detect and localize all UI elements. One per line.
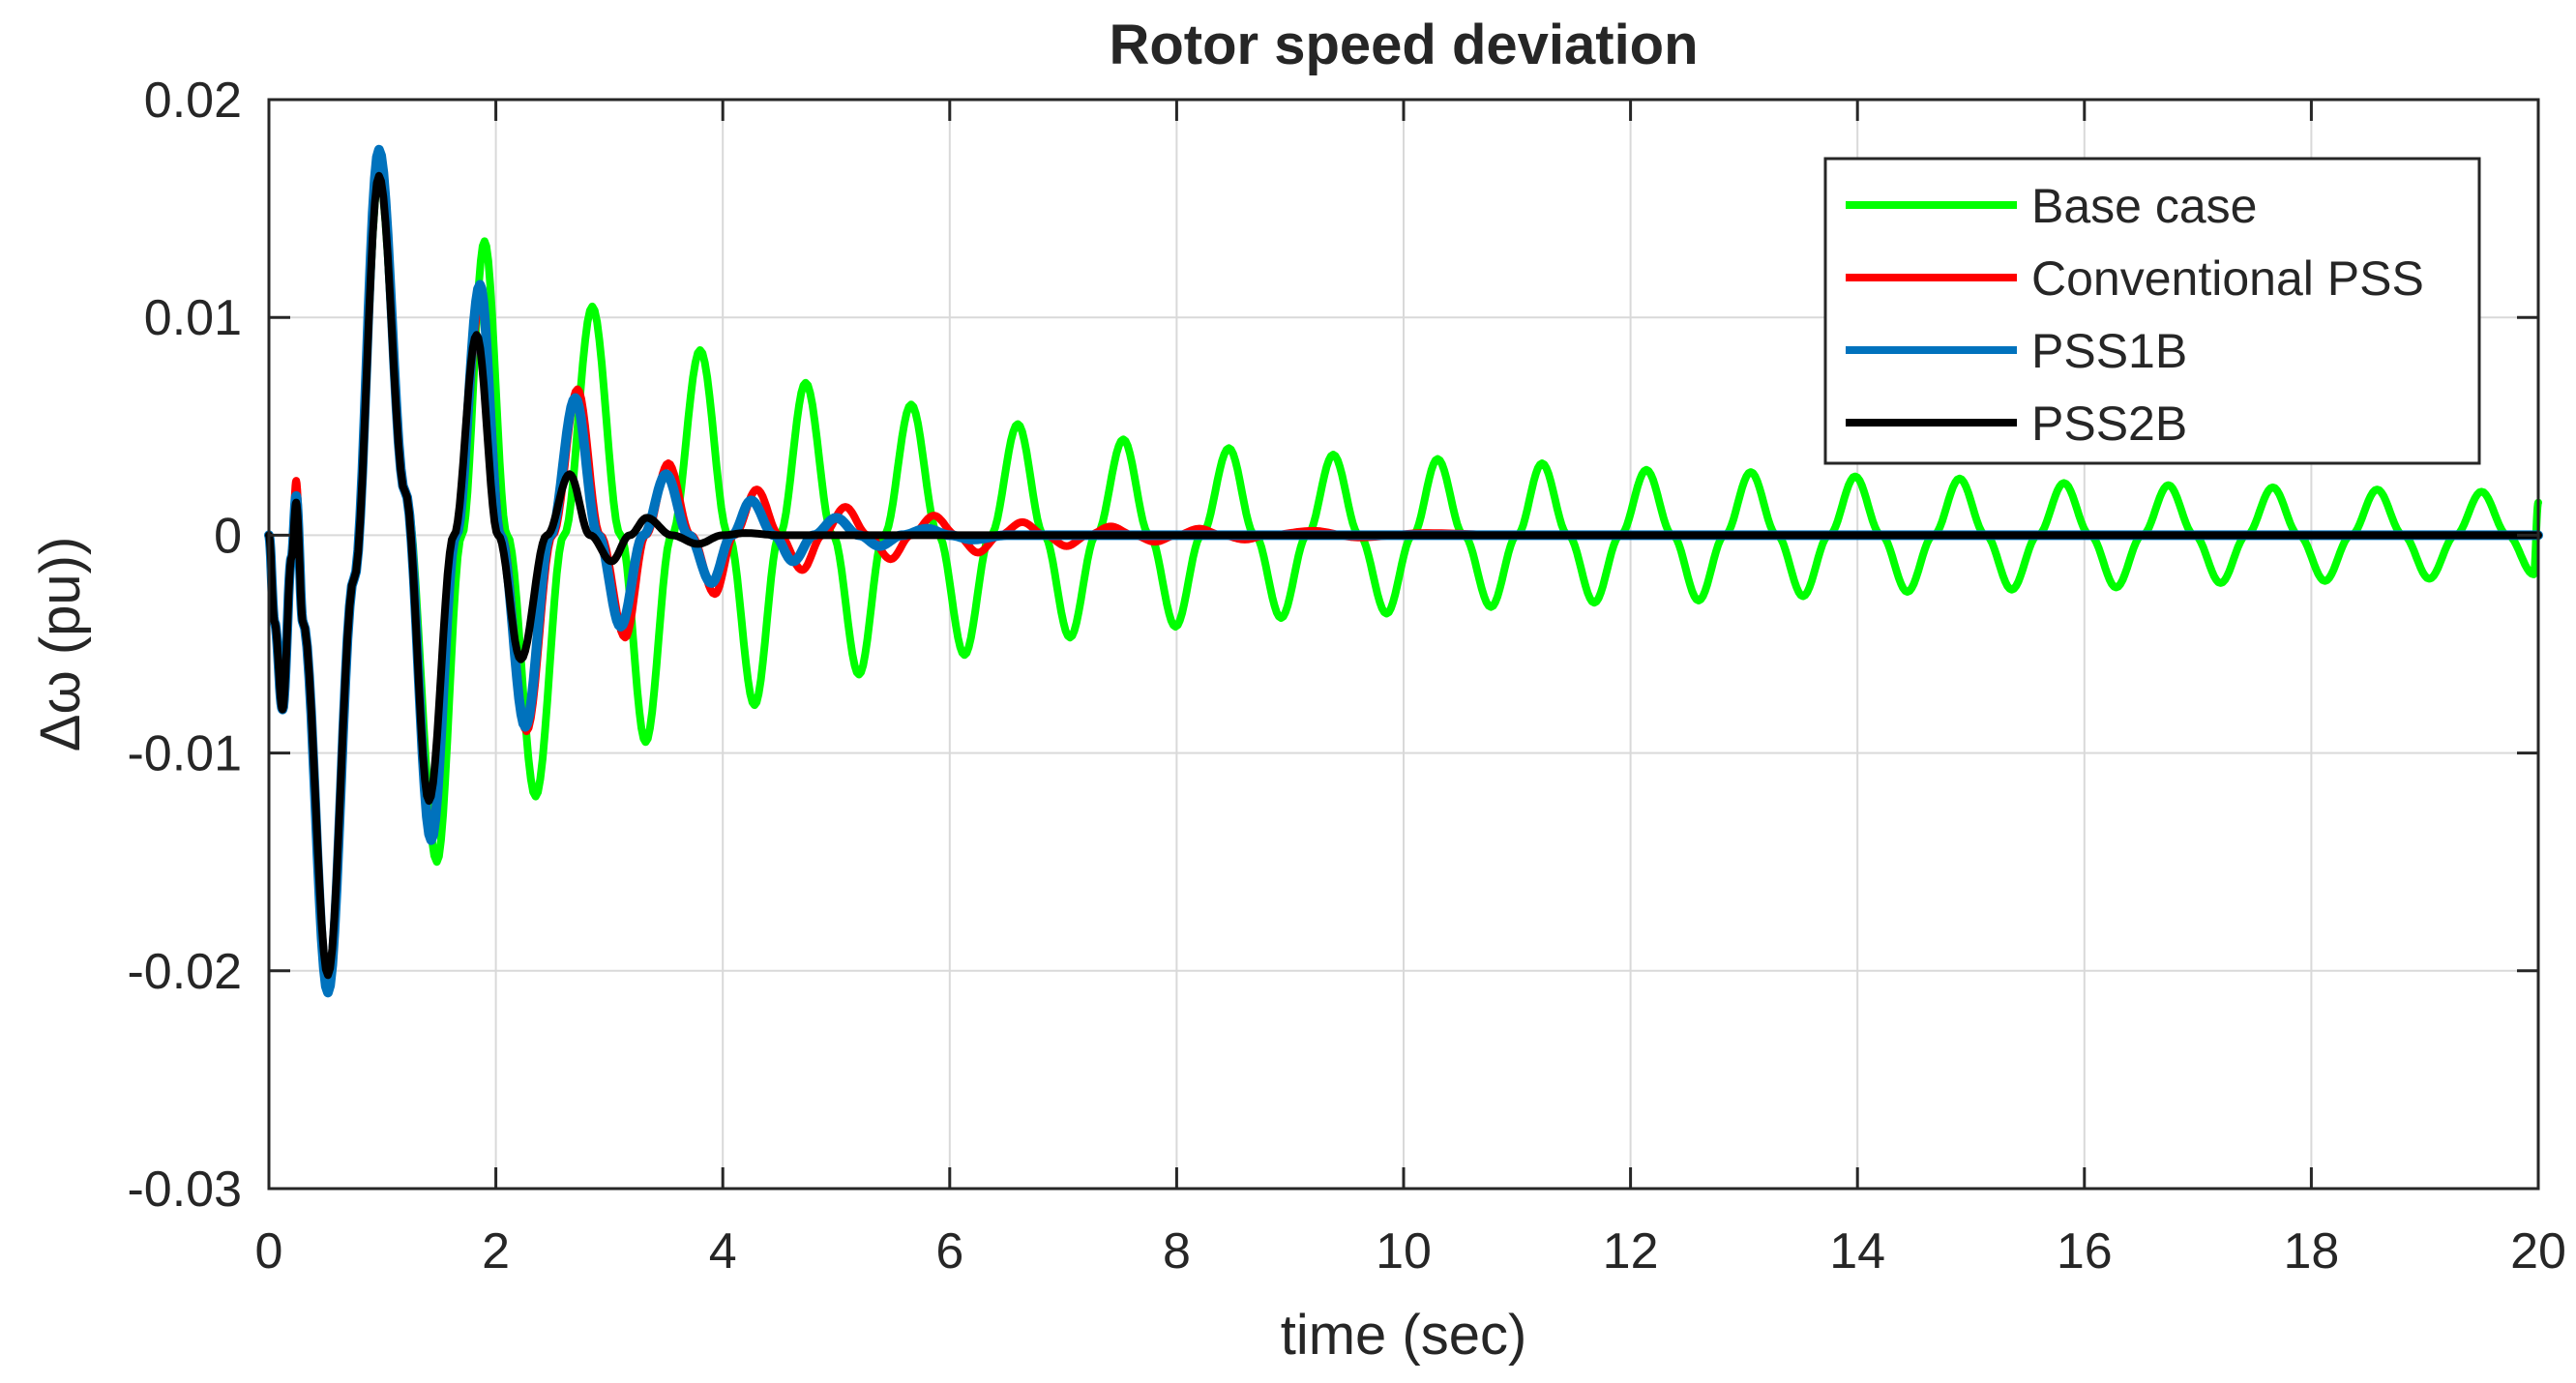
x-tick-label: 14 <box>1829 1223 1885 1280</box>
legend-label: Base case <box>2031 179 2257 233</box>
x-tick-label: 20 <box>2510 1223 2566 1280</box>
x-tick-label: 0 <box>255 1223 283 1280</box>
y-tick-label: 0.02 <box>144 73 242 129</box>
y-tick-label: 0.01 <box>144 290 242 346</box>
x-tick-label: 10 <box>1376 1223 1432 1280</box>
x-tick-label: 6 <box>935 1223 963 1280</box>
legend: Base case Conventional PSS PSS1B PSS2B <box>1823 157 2481 465</box>
y-tick-label: -0.02 <box>127 944 242 1000</box>
ticks: 0 2 4 6 8 10 12 14 16 18 20 -0.03 -0.02 -0.01 0 0.01 0.0… <box>127 73 2565 1280</box>
chart-title: Rotor speed deviation <box>1109 14 1698 76</box>
x-tick-label: 12 <box>1603 1223 1659 1280</box>
legend-label: Conventional PSS <box>2031 251 2424 306</box>
x-axis-label: time (sec) <box>1281 1304 1527 1367</box>
x-tick-label: 2 <box>482 1223 510 1280</box>
series-line-1 <box>265 171 2542 997</box>
x-tick-label: 8 <box>1163 1223 1191 1280</box>
y-tick-label: 0 <box>214 508 242 564</box>
legend-label: PSS1B <box>2031 324 2187 378</box>
legend-label: PSS2B <box>2031 397 2187 451</box>
x-tick-label: 18 <box>2283 1223 2339 1280</box>
legend-box <box>1823 157 2481 465</box>
series-line-4 <box>265 171 2542 980</box>
y-tick-label: -0.03 <box>127 1162 242 1218</box>
x-tick-label: 4 <box>709 1223 737 1280</box>
y-axis-label: Δω (pu)) <box>29 537 92 752</box>
y-tick-label: -0.01 <box>127 726 242 782</box>
series-lines <box>264 144 2543 998</box>
x-tick-label: 16 <box>2057 1223 2113 1280</box>
